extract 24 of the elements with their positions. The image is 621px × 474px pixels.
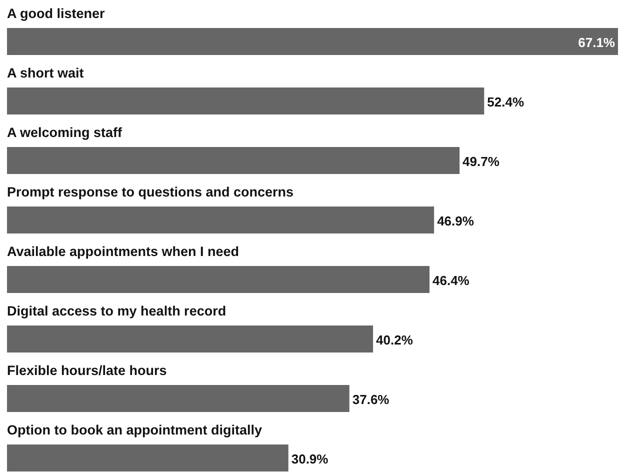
- bar: [7, 28, 618, 55]
- y-tick-label: Available appointments when I need: [7, 244, 240, 259]
- bar: [7, 266, 430, 293]
- data-label: 37.6%: [352, 392, 390, 407]
- y-tick-label: Flexible hours/late hours: [7, 363, 167, 378]
- data-label: 40.2%: [376, 332, 414, 348]
- data-label: 30.9%: [291, 452, 329, 466]
- y-tick-label: A good listener: [7, 6, 106, 21]
- bar: [7, 385, 350, 412]
- y-tick-label: A welcoming staff: [7, 125, 123, 140]
- data-label: 49.7%: [462, 154, 500, 169]
- bar: [7, 206, 434, 234]
- y-tick-label: Option to book an appointment digitally: [7, 422, 262, 438]
- bar: [7, 326, 374, 352]
- bar: [7, 88, 484, 114]
- data-label: 67.1%: [578, 35, 616, 50]
- y-tick-label: A short wait: [7, 66, 84, 80]
- data-label: 52.4%: [487, 94, 524, 110]
- bar: [7, 147, 460, 174]
- data-label: 46.9%: [437, 214, 474, 228]
- y-tick-label: Prompt response to questions and concerns: [7, 184, 294, 200]
- data-label: 46.4%: [432, 273, 470, 288]
- y-tick-label: Digital access to my health record: [7, 304, 226, 318]
- bar: [7, 444, 288, 472]
